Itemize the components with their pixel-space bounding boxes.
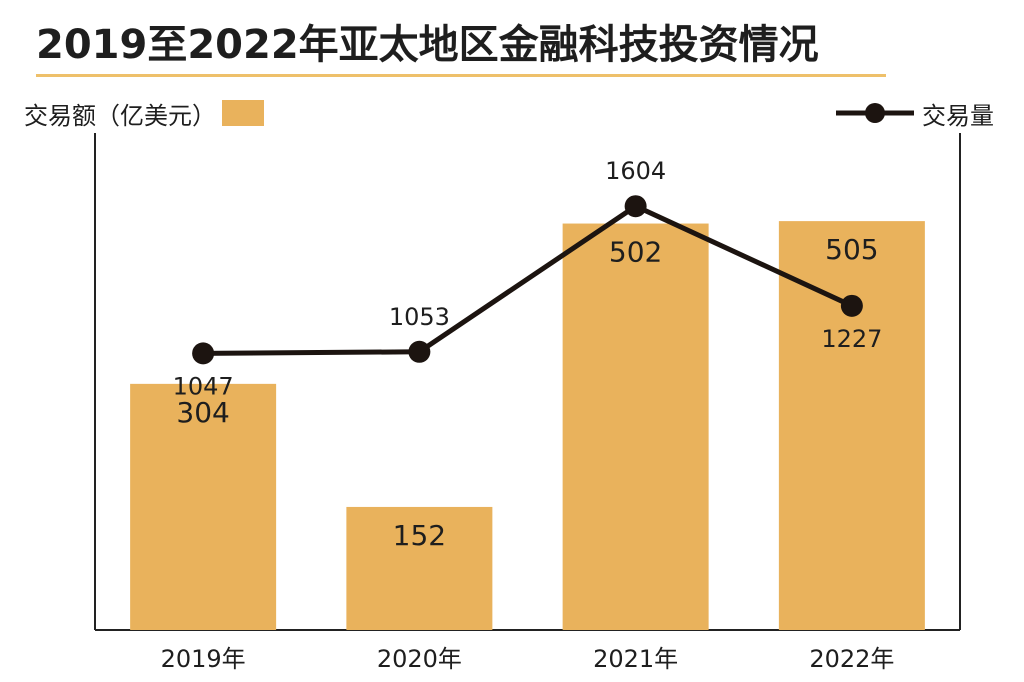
- line-point-0: [192, 342, 215, 365]
- bar-value-label-1: 152: [393, 519, 446, 552]
- bar-2: [562, 223, 709, 630]
- bar-value-label-2: 502: [609, 236, 662, 269]
- line-point-2: [624, 195, 647, 218]
- x-tick-label-0: 2019年: [161, 645, 246, 673]
- legend-line: 交易量: [834, 98, 994, 130]
- line-point-3: [840, 294, 863, 317]
- line-value-label-2: 1604: [605, 157, 666, 185]
- legend-line-label: 交易量: [922, 101, 994, 130]
- title-underline: [36, 74, 886, 77]
- x-tick-label-2: 2021年: [593, 645, 678, 673]
- x-tick-label-1: 2020年: [377, 645, 462, 673]
- bar-1: [346, 506, 493, 630]
- bar-3: [778, 221, 925, 630]
- bar-value-label-0: 304: [176, 396, 229, 429]
- x-tick-label-3: 2022年: [809, 645, 894, 673]
- bar-value-label-3: 505: [825, 233, 878, 266]
- line-value-label-0: 1047: [173, 372, 234, 400]
- line-point-1: [408, 340, 431, 363]
- line-value-label-3: 1227: [821, 325, 882, 353]
- legend-bar-label: 交易额（亿美元）: [24, 101, 216, 130]
- line-value-label-1: 1053: [389, 303, 450, 331]
- legend-line-marker: [836, 103, 914, 123]
- chart-title: 2019至2022年亚太地区金融科技投资情况: [36, 22, 819, 68]
- bar-0: [130, 383, 277, 630]
- line-series: [203, 203, 853, 356]
- legend-bar-swatch: [222, 100, 264, 126]
- legend-bar: 交易额（亿美元）: [24, 98, 264, 130]
